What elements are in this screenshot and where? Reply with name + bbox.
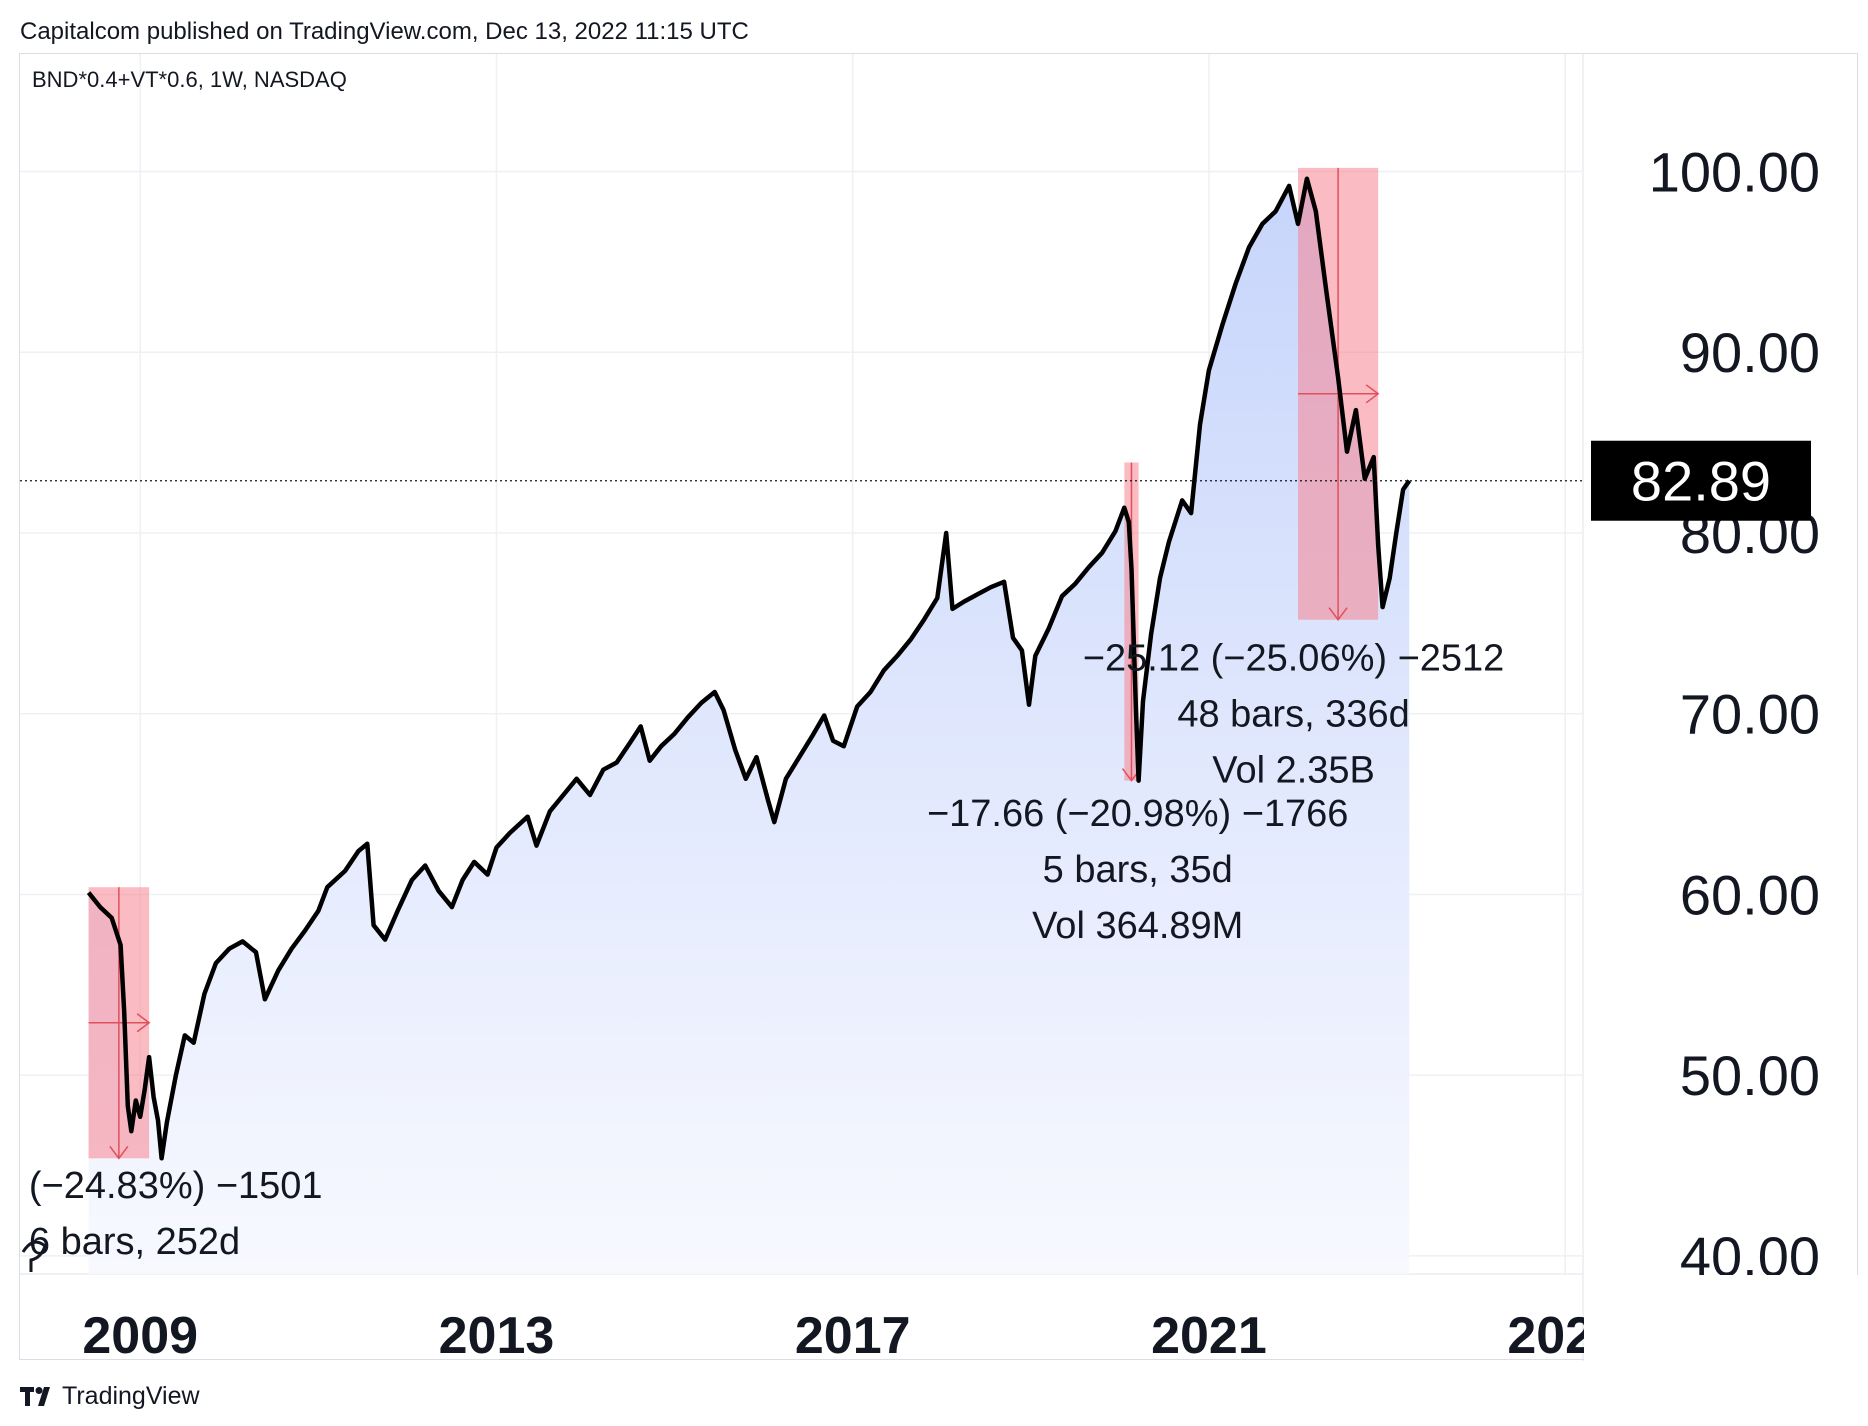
x-tick-label: 2017 <box>795 1307 911 1361</box>
drawdown-label: (−24.83%) −1501 <box>29 1165 323 1207</box>
drawdown-label: −17.66 (−20.98%) −1766 <box>927 793 1349 835</box>
drawdown-label: Vol 364.89M <box>1032 905 1243 947</box>
y-tick-label: 60.00 <box>1680 863 1820 926</box>
x-tick-label: 2013 <box>439 1307 555 1361</box>
y-tick-label: 90.00 <box>1680 321 1820 384</box>
drawdown-label: 6 bars, 252d <box>29 1221 240 1263</box>
drawdown-label: 5 bars, 35d <box>1043 849 1233 891</box>
tradingview-logo[interactable]: TradingView <box>20 1382 200 1411</box>
drawdown-arrowhead <box>136 1013 151 1033</box>
y-tick-label: 100.00 <box>1649 140 1820 203</box>
drawdown-arrowhead <box>1365 384 1380 404</box>
price-area-fill <box>88 178 1410 1274</box>
last-price-label: 82.89 <box>1591 440 1811 521</box>
last-price-value: 82.89 <box>1631 450 1771 513</box>
scroll-to-start-icon[interactable] <box>21 1240 47 1272</box>
drawdown-label: 48 bars, 336d <box>1177 693 1409 735</box>
x-tick-label: 2021 <box>1151 1307 1267 1361</box>
last-price-label-bg <box>1591 440 1811 521</box>
x-tick-label: 2009 <box>82 1307 198 1361</box>
published-header: Capitalcom published on TradingView.com,… <box>20 18 749 45</box>
tradingview-logo-icon <box>20 1386 50 1406</box>
y-tick-label: 70.00 <box>1680 683 1820 746</box>
symbol-label: BND*0.4+VT*0.6, 1W, NASDAQ <box>32 67 347 92</box>
drawdown-label: Vol 2.35B <box>1212 749 1375 791</box>
y-tick-label: 50.00 <box>1680 1044 1820 1107</box>
chart-frame[interactable]: (−24.83%) −1501 6 bars, 252d ol 73.367M −17… <box>19 53 1859 1361</box>
drawdown-arrowhead <box>109 1145 129 1160</box>
price-line <box>86 176 1412 1161</box>
drawdown-label: −25.12 (−25.06%) −2512 <box>1083 637 1505 679</box>
drawdown-arrowhead <box>1328 607 1348 621</box>
tradingview-brand-text: TradingView <box>62 1382 200 1410</box>
